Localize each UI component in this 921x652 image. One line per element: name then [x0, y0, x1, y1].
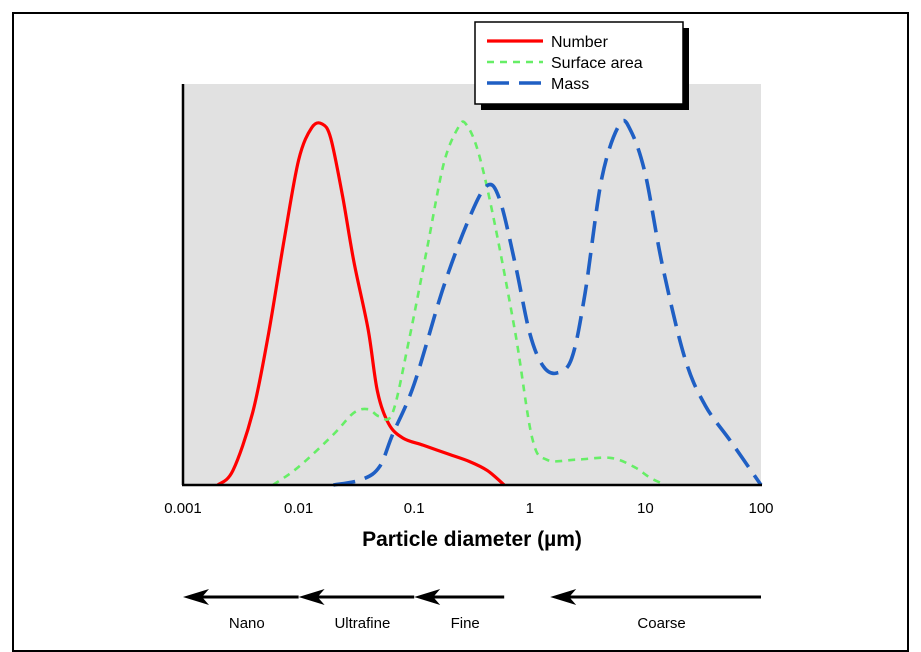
legend-box: [474, 21, 684, 105]
chart: 0.001 0.01 0.1 1 10 100 Particle diameter (µm…: [164, 21, 774, 632]
series-line-number: [216, 121, 506, 487]
size-range-label: Nano: [229, 615, 265, 632]
plot-background: [183, 84, 761, 484]
x-axis-title: Particle diameter (µm): [362, 528, 582, 551]
x-tick-label: 0.001: [164, 500, 202, 517]
x-tick-labels: 0.001 0.01 0.1 1 10 100: [164, 500, 773, 517]
legend: Number Surface area Mass: [474, 21, 689, 110]
size-range-arrows: Nano Ultrafine Fine Coarse: [183, 589, 761, 632]
range-arrow-head: [414, 589, 441, 605]
size-range-label: Fine: [451, 615, 480, 632]
series-line-surface-area: [272, 120, 667, 487]
range-arrow-head: [298, 589, 325, 605]
size-range-label: Ultrafine: [334, 615, 390, 632]
size-range-label: Coarse: [637, 615, 685, 632]
x-tick-label: 0.1: [404, 500, 425, 517]
legend-label-surface-area: Surface area: [551, 55, 643, 72]
x-tick-label: 1: [526, 500, 534, 517]
legend-label-number: Number: [551, 34, 609, 51]
x-tick-label: 0.01: [284, 500, 313, 517]
range-arrow-head: [550, 589, 577, 605]
legend-label-mass: Mass: [551, 76, 589, 93]
series-layer: [216, 118, 763, 487]
figure-frame: 0.001 0.01 0.1 1 10 100 Particle diameter (µm…: [12, 12, 909, 652]
x-tick-label: 10: [637, 500, 654, 517]
x-tick-label: 100: [748, 500, 773, 517]
range-arrow-head: [183, 589, 209, 605]
series-line-mass: [333, 118, 763, 487]
